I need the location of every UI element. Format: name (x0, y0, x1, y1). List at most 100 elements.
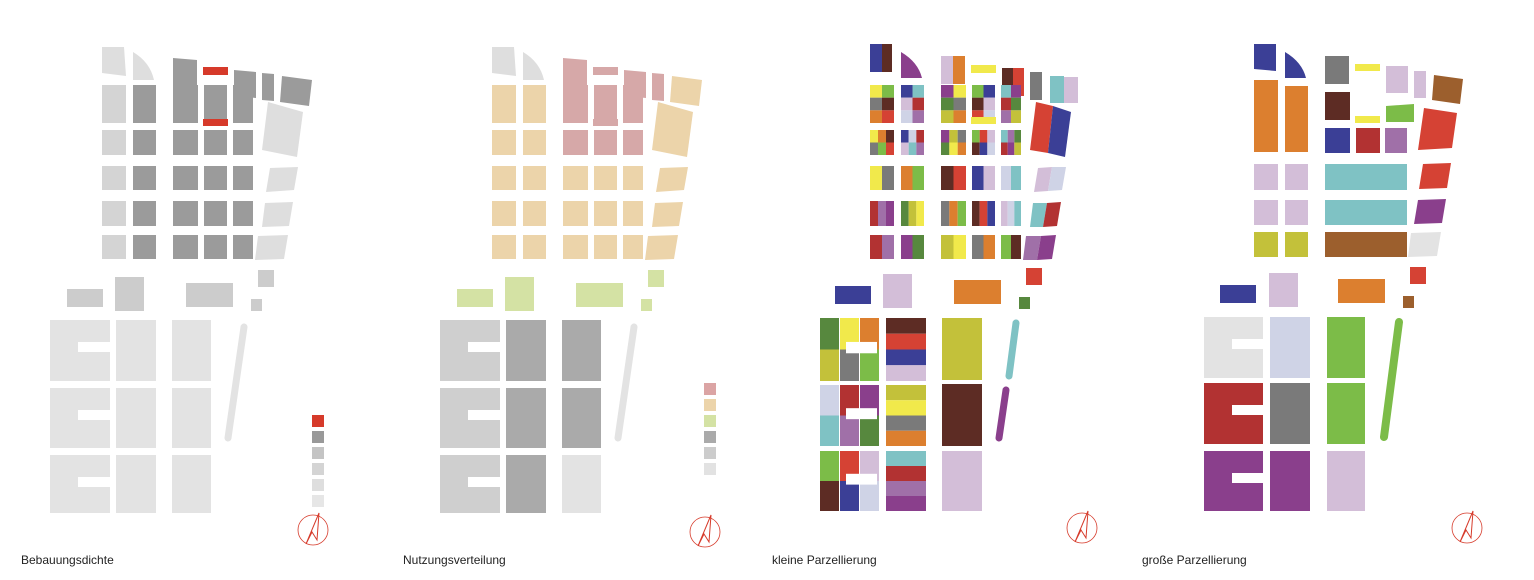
block-left-grid (492, 85, 516, 123)
block-curved (133, 52, 154, 80)
plot (1325, 232, 1407, 257)
legend-swatch (312, 495, 324, 507)
plot (957, 130, 966, 143)
plot (1403, 296, 1414, 308)
plot (908, 142, 917, 155)
plot (983, 110, 995, 123)
north-arrow-needle (305, 512, 320, 545)
north-arrow-icon (689, 514, 721, 548)
plot (1355, 64, 1380, 71)
block-mid-grid (563, 130, 588, 155)
block-left-grid (133, 85, 156, 123)
caption-grosse-parzellierung: große Parzellierung (1142, 553, 1247, 567)
plot (1386, 66, 1408, 93)
plot (886, 385, 926, 401)
plot (1011, 85, 1021, 98)
plot (941, 97, 954, 111)
plot (971, 65, 996, 73)
block-left-grid (133, 201, 156, 226)
plot (916, 142, 924, 155)
plot (1220, 285, 1256, 303)
plot (1014, 201, 1021, 226)
plot (1001, 85, 1011, 98)
plot (1432, 75, 1463, 104)
legend-swatch (312, 463, 324, 475)
plot (820, 318, 839, 350)
block-mid-grid (623, 201, 643, 226)
plot (912, 97, 924, 111)
block-curved (523, 52, 544, 80)
panel-grosse-parzellierung (1204, 44, 1483, 544)
block-mid-accent (593, 119, 618, 126)
plot (912, 166, 924, 190)
block-top-accent (203, 67, 228, 75)
block-mid-grid (233, 166, 253, 190)
block-mid-grid (563, 235, 588, 259)
plot (1001, 142, 1008, 155)
plot (886, 318, 926, 334)
block-mid-grid (173, 166, 198, 190)
block-mid-grid (173, 85, 198, 123)
plot (972, 97, 984, 111)
plot (1325, 164, 1407, 190)
plot-slanted (1030, 203, 1047, 227)
caption-kleine-parzellierung: kleine Parzellierung (772, 553, 877, 567)
block-stripe (224, 323, 248, 442)
plot (1338, 279, 1385, 303)
block-left-grid (133, 130, 156, 155)
plot (941, 85, 954, 98)
block-stripe (614, 323, 638, 442)
legend (704, 383, 716, 475)
panel-bebauungsdichte (50, 47, 329, 546)
plot (886, 415, 926, 431)
block-left-grid (523, 166, 546, 190)
block-top-right (280, 76, 312, 106)
block-e-shape (440, 388, 500, 448)
plot (882, 85, 894, 98)
plot (1019, 297, 1030, 309)
block-e-shape (440, 455, 500, 513)
panel-nutzungsverteilung (440, 47, 721, 548)
plot (1285, 200, 1308, 225)
plot (901, 97, 913, 111)
block-small (641, 299, 652, 311)
block-small (186, 283, 233, 307)
block-right-slanted (262, 202, 293, 227)
plot (886, 142, 894, 155)
plot (1325, 128, 1350, 153)
plot (1386, 104, 1414, 122)
block-right-slanted (262, 102, 303, 157)
plot (908, 201, 917, 226)
plot (882, 44, 892, 72)
plot (882, 97, 894, 111)
block-lower-right (562, 320, 601, 381)
plot (860, 318, 879, 350)
block-mid-grid (594, 130, 617, 155)
plot (953, 166, 966, 190)
block-mid-grid (233, 235, 253, 259)
plot (870, 142, 878, 155)
block-small (505, 277, 534, 311)
legend-swatch (704, 383, 716, 395)
plot (1064, 77, 1078, 103)
block-lower-mid (116, 388, 156, 448)
legend-swatch (704, 399, 716, 411)
plot (941, 201, 950, 226)
plot (1269, 273, 1298, 307)
legend-swatch (312, 447, 324, 459)
block-mid-grid (623, 130, 643, 155)
block-mid-grid (563, 85, 588, 123)
plot (1355, 116, 1380, 123)
plot (1007, 201, 1015, 226)
plot (1285, 164, 1308, 190)
plot (901, 201, 909, 226)
plot (953, 85, 966, 98)
plot (1030, 72, 1042, 100)
plot (1014, 142, 1021, 155)
plot (949, 142, 958, 155)
plot (941, 56, 953, 84)
plot (1270, 383, 1310, 444)
plot (878, 130, 886, 143)
north-arrow-circle (297, 514, 329, 546)
block-mid-grid (204, 201, 227, 226)
